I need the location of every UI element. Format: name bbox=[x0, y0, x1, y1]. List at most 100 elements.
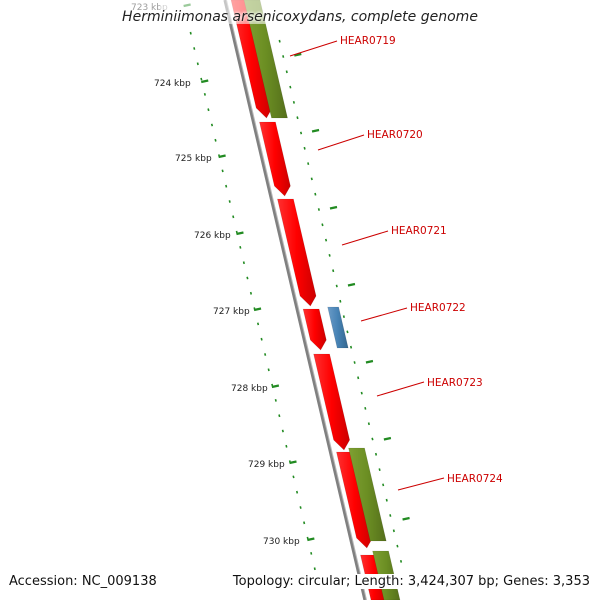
minor-tick-outer bbox=[360, 391, 363, 395]
minor-tick bbox=[281, 429, 284, 433]
gene-label[interactable]: HEAR0719 bbox=[340, 35, 396, 47]
minor-tick bbox=[210, 123, 214, 127]
minor-tick bbox=[203, 93, 206, 96]
gene-label[interactable]: HEAR0724 bbox=[447, 473, 503, 485]
minor-tick-outer bbox=[282, 55, 285, 58]
minor-tick bbox=[200, 77, 203, 81]
minor-tick-outer bbox=[303, 146, 306, 150]
minor-tick-outer bbox=[342, 315, 345, 318]
minor-tick bbox=[303, 521, 306, 525]
reverse-gene-box bbox=[243, 0, 288, 119]
major-tick bbox=[253, 307, 262, 312]
forward-gene-arrow bbox=[277, 198, 317, 307]
minor-tick-outer bbox=[389, 514, 392, 517]
minor-tick bbox=[246, 276, 249, 280]
gene-leader-line bbox=[397, 477, 445, 491]
minor-tick bbox=[239, 246, 242, 249]
major-tick-outer bbox=[329, 205, 338, 210]
major-tick-outer bbox=[347, 282, 356, 287]
gene-track bbox=[160, 0, 480, 601]
kbp-label: 730 kbp bbox=[263, 537, 300, 547]
minor-tick-outer bbox=[339, 299, 342, 303]
minor-tick bbox=[295, 490, 299, 494]
kbp-label: 723 kbp bbox=[131, 3, 168, 13]
minor-tick bbox=[274, 399, 277, 402]
minor-tick-outer bbox=[321, 223, 324, 227]
minor-tick bbox=[207, 108, 210, 112]
gene-label[interactable]: HEAR0722 bbox=[410, 302, 466, 314]
minor-tick-outer bbox=[396, 544, 399, 548]
minor-tick-outer bbox=[307, 162, 310, 165]
major-tick bbox=[271, 384, 280, 389]
minor-tick bbox=[193, 47, 196, 50]
minor-tick-outer bbox=[299, 131, 303, 135]
minor-tick bbox=[292, 475, 295, 479]
minor-tick bbox=[310, 552, 313, 555]
minor-tick-outer bbox=[357, 376, 360, 380]
minor-tick bbox=[313, 567, 316, 571]
gene-label[interactable]: HEAR0721 bbox=[391, 225, 447, 237]
backbone-track bbox=[223, 0, 367, 601]
minor-tick-outer bbox=[399, 560, 403, 563]
major-tick bbox=[307, 537, 315, 542]
minor-tick bbox=[242, 261, 245, 265]
accession-text: Accession: NC_009138 bbox=[9, 574, 157, 589]
minor-tick bbox=[189, 31, 192, 35]
major-tick-outer bbox=[365, 359, 374, 364]
forward-gene-arrow bbox=[313, 353, 350, 451]
gene-leader-line bbox=[317, 134, 365, 151]
backbone-highlight bbox=[226, 0, 367, 601]
gene-label[interactable]: HEAR0723 bbox=[427, 377, 483, 389]
minor-tick-outer bbox=[364, 407, 367, 410]
minor-tick bbox=[264, 353, 267, 356]
genome-title: Herminiimonas arsenicoxydans, complete g… bbox=[122, 9, 478, 25]
minor-tick-outer bbox=[385, 498, 388, 502]
gene-leader-line bbox=[376, 381, 425, 397]
title-backdrop bbox=[160, 0, 480, 24]
gene-leader-line bbox=[360, 307, 408, 322]
minor-tick-outer bbox=[317, 208, 320, 211]
forward-gene-arrow bbox=[259, 121, 291, 197]
backbone-line bbox=[223, 0, 367, 601]
minor-tick bbox=[260, 337, 263, 341]
minor-tick-outer bbox=[289, 85, 292, 89]
major-tick-outer bbox=[294, 52, 302, 57]
minor-tick-outer bbox=[314, 192, 317, 196]
minor-tick-outer bbox=[371, 437, 374, 441]
forward-gene-arrow bbox=[230, 0, 273, 119]
minor-tick-outer bbox=[367, 422, 370, 426]
gene-label[interactable]: HEAR0720 bbox=[367, 129, 423, 141]
topology-text: Topology: circular; Length: 3,424,307 bp… bbox=[232, 574, 590, 589]
minor-tick-outer bbox=[296, 116, 299, 120]
minor-tick-outer bbox=[335, 284, 338, 288]
minor-tick bbox=[232, 215, 235, 219]
kbp-label: 724 kbp bbox=[154, 79, 191, 89]
gene-label-layer: HEAR0719 HEAR0720 HEAR0721 HEAR0722 HEAR0723… bbox=[289, 35, 503, 491]
major-tick bbox=[200, 79, 209, 84]
minor-tick bbox=[214, 138, 217, 142]
gene-leader-line bbox=[341, 230, 389, 246]
minor-tick-outer bbox=[346, 330, 349, 334]
minor-tick bbox=[228, 200, 231, 203]
kbp-label: 727 kbp bbox=[213, 307, 250, 317]
minor-tick-outer bbox=[292, 101, 295, 104]
minor-tick-outer bbox=[328, 254, 331, 257]
minor-tick bbox=[225, 184, 228, 188]
tick-track: 723 kbp 724 kbp 725 kbp 726 kbp 727 kbp 728 k… bbox=[131, 3, 410, 571]
minor-tick bbox=[299, 506, 302, 509]
major-tick bbox=[218, 154, 226, 159]
forward-gene-arrow bbox=[302, 308, 327, 351]
minor-tick-outer bbox=[332, 269, 335, 273]
reverse-gene-box bbox=[348, 447, 387, 542]
kbp-label: 729 kbp bbox=[248, 460, 285, 470]
major-tick bbox=[289, 460, 297, 465]
minor-tick bbox=[285, 444, 288, 448]
minor-tick-outer bbox=[382, 483, 385, 487]
major-tick-outer bbox=[383, 436, 392, 441]
minor-tick-outer bbox=[324, 238, 328, 242]
gene-leader-line bbox=[289, 40, 338, 57]
minor-tick bbox=[196, 62, 199, 66]
minor-tick-outer bbox=[392, 529, 395, 533]
minor-tick-outer bbox=[378, 468, 381, 471]
